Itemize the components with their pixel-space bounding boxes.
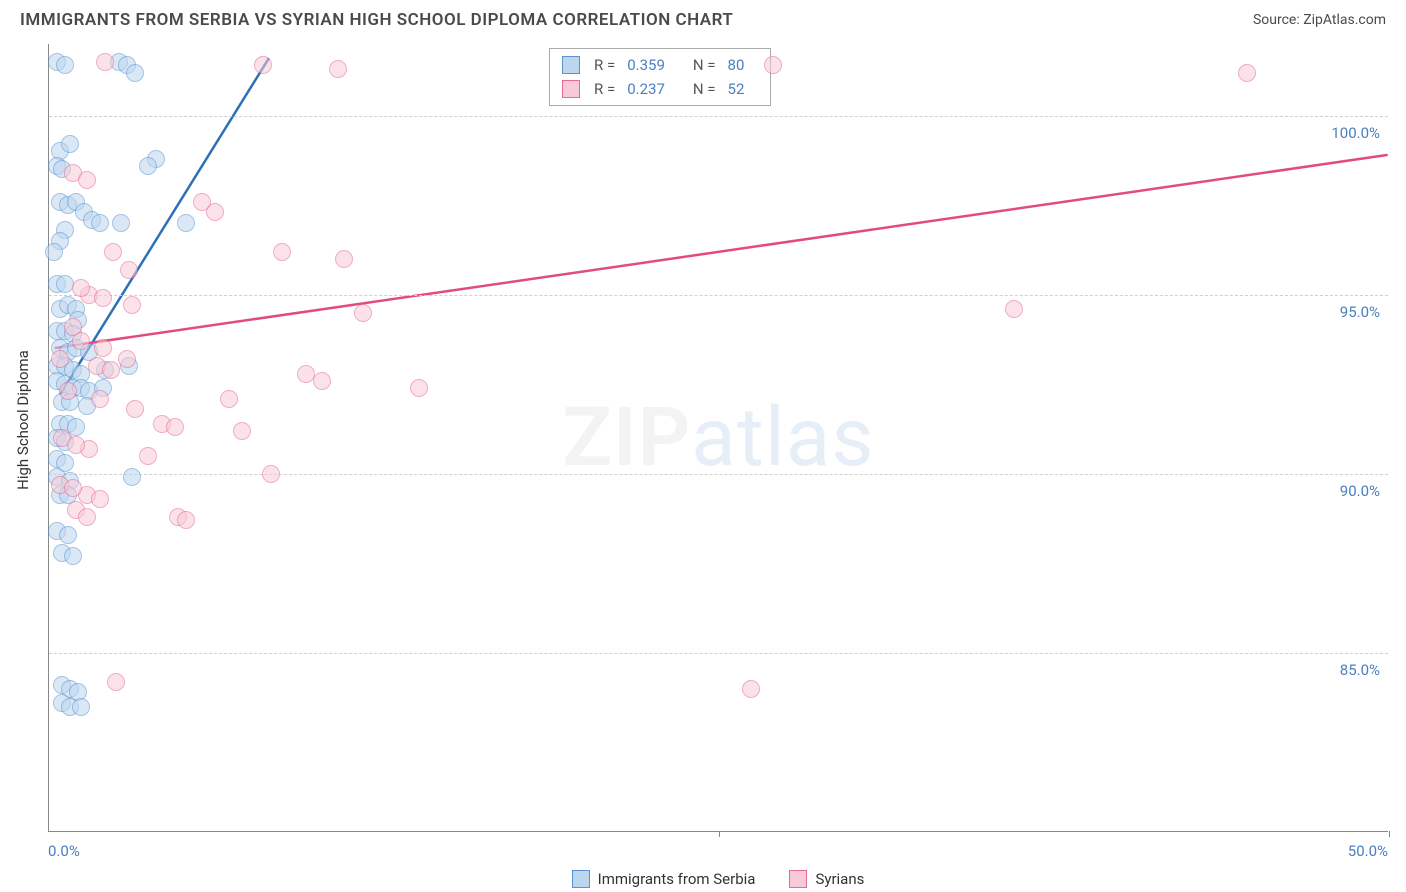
- data-point: [78, 171, 96, 189]
- legend-row: R = 0.237 N = 52: [562, 77, 758, 101]
- r-label: R =: [594, 77, 615, 101]
- data-point: [220, 390, 238, 408]
- legend-row: R = 0.359 N = 80: [562, 53, 758, 77]
- swatch-icon: [572, 870, 590, 888]
- data-point: [1238, 64, 1256, 82]
- data-point: [123, 468, 141, 486]
- data-point: [764, 56, 782, 74]
- regression-lines: [49, 44, 1388, 831]
- chart-source: Source: ZipAtlas.com: [1253, 12, 1386, 28]
- n-value: 52: [728, 77, 745, 101]
- x-tick-label: 0.0%: [48, 842, 80, 860]
- data-point: [59, 382, 77, 400]
- data-point: [254, 56, 272, 74]
- data-point: [139, 157, 157, 175]
- data-point: [206, 203, 224, 221]
- data-point: [233, 422, 251, 440]
- y-tick-label: 90.0%: [1340, 482, 1380, 500]
- data-point: [126, 64, 144, 82]
- data-point: [45, 243, 63, 261]
- data-point: [59, 526, 77, 544]
- swatch-icon: [562, 56, 580, 74]
- data-point: [56, 275, 74, 293]
- data-point: [742, 680, 760, 698]
- data-point: [91, 390, 109, 408]
- data-point: [313, 372, 331, 390]
- data-point: [177, 511, 195, 529]
- data-point: [51, 350, 69, 368]
- data-point: [1005, 300, 1023, 318]
- data-point: [262, 465, 280, 483]
- data-point: [72, 279, 90, 297]
- data-point: [329, 60, 347, 78]
- watermark: ZIPatlas: [562, 390, 874, 486]
- legend-item: Immigrants from Serbia: [572, 870, 756, 888]
- data-point: [120, 261, 138, 279]
- y-tick-label: 100.0%: [1331, 124, 1380, 142]
- scatter-plot: ZIPatlas R = 0.359 N = 80 R = 0.237 N = …: [48, 44, 1388, 832]
- data-point: [273, 243, 291, 261]
- y-axis-label: High School Diploma: [14, 350, 32, 490]
- data-point: [56, 56, 74, 74]
- data-point: [72, 698, 90, 716]
- data-point: [94, 289, 112, 307]
- data-point: [102, 361, 120, 379]
- data-point: [107, 673, 125, 691]
- data-point: [64, 547, 82, 565]
- x-tick-mark: [719, 831, 720, 837]
- data-point: [166, 418, 184, 436]
- r-value: 0.359: [627, 53, 665, 77]
- n-value: 80: [728, 53, 745, 77]
- data-point: [64, 479, 82, 497]
- swatch-icon: [789, 870, 807, 888]
- gridline: [49, 295, 1388, 296]
- legend-item: Syrians: [789, 870, 864, 888]
- data-point: [96, 53, 114, 71]
- x-tick-label: 50.0%: [1348, 842, 1388, 860]
- data-point: [126, 400, 144, 418]
- gridline: [49, 474, 1388, 475]
- data-point: [94, 339, 112, 357]
- data-point: [118, 350, 136, 368]
- y-tick-label: 95.0%: [1340, 303, 1380, 321]
- data-point: [335, 250, 353, 268]
- data-point: [112, 214, 130, 232]
- data-point: [91, 214, 109, 232]
- x-tick-mark: [1389, 831, 1390, 837]
- data-point: [78, 508, 96, 526]
- data-point: [410, 379, 428, 397]
- swatch-icon: [562, 80, 580, 98]
- r-value: 0.237: [627, 77, 665, 101]
- legend-label: Syrians: [815, 870, 864, 888]
- data-point: [123, 296, 141, 314]
- chart-title: IMMIGRANTS FROM SERBIA VS SYRIAN HIGH SC…: [20, 10, 733, 30]
- data-point: [104, 243, 122, 261]
- data-point: [139, 447, 157, 465]
- gridline: [49, 116, 1388, 117]
- gridline: [49, 653, 1388, 654]
- chart-header: IMMIGRANTS FROM SERBIA VS SYRIAN HIGH SC…: [0, 0, 1406, 36]
- legend-label: Immigrants from Serbia: [598, 870, 756, 888]
- data-point: [61, 135, 79, 153]
- data-point: [354, 304, 372, 322]
- n-label: N =: [693, 77, 716, 101]
- data-point: [91, 490, 109, 508]
- data-point: [72, 332, 90, 350]
- data-point: [67, 436, 85, 454]
- regression-line: [55, 155, 1388, 348]
- n-label: N =: [693, 53, 716, 77]
- data-point: [177, 214, 195, 232]
- legend-stats: R = 0.359 N = 80 R = 0.237 N = 52: [549, 48, 771, 106]
- y-tick-label: 85.0%: [1340, 661, 1380, 679]
- legend-bottom: Immigrants from Serbia Syrians: [48, 870, 1388, 888]
- r-label: R =: [594, 53, 615, 77]
